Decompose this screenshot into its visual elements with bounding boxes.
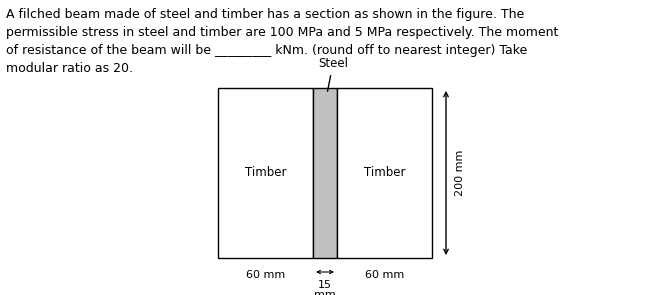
Text: 60 mm: 60 mm	[246, 270, 285, 280]
Text: A filched beam made of steel and timber has a section as shown in the figure. Th: A filched beam made of steel and timber …	[6, 8, 524, 21]
Text: of resistance of the beam will be _________ kNm. (round off to nearest integer) : of resistance of the beam will be ______…	[6, 44, 527, 57]
Text: Timber: Timber	[245, 166, 287, 179]
Text: Steel: Steel	[318, 57, 348, 91]
Bar	[313, 88, 337, 258]
Bar	[337, 88, 432, 258]
Text: 200 mm: 200 mm	[455, 150, 465, 196]
Text: mm: mm	[314, 290, 336, 295]
Bar	[218, 88, 313, 258]
Text: modular ratio as 20.: modular ratio as 20.	[6, 62, 133, 75]
Text: permissible stress in steel and timber are 100 MPa and 5 MPa respectively. The m: permissible stress in steel and timber a…	[6, 26, 558, 39]
Text: 15: 15	[318, 280, 332, 290]
Text: Timber: Timber	[364, 166, 405, 179]
Text: 60 mm: 60 mm	[365, 270, 404, 280]
